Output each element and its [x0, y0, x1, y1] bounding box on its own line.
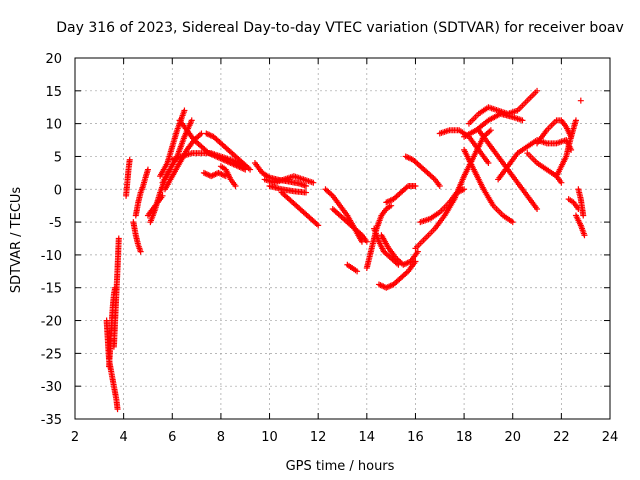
x-tick-label: 4: [119, 430, 127, 445]
series-arc-42: [572, 212, 588, 239]
series-arc-14: [203, 130, 254, 173]
y-tick-label: -15: [41, 282, 62, 297]
x-tick-label: 6: [168, 430, 176, 445]
data-point: [412, 182, 419, 189]
series-arc-36: [475, 127, 541, 212]
data-point: [114, 406, 121, 413]
data-point: [534, 87, 541, 94]
x-tick-label: 16: [407, 430, 424, 445]
data-point: [137, 248, 144, 255]
data-point: [115, 235, 122, 242]
data-point: [487, 127, 494, 134]
data-point: [315, 222, 322, 229]
series-arc-40: [553, 117, 579, 180]
data-point: [485, 160, 492, 167]
series-arc-31: [417, 186, 468, 226]
series-arc-05: [130, 219, 144, 255]
data-point: [436, 182, 443, 189]
data-point: [395, 261, 402, 268]
y-tick-label: 15: [45, 85, 62, 100]
series-arc-33: [461, 146, 516, 226]
chart-title: Day 316 of 2023, Sidereal Day-to-day VTE…: [56, 20, 624, 36]
data-point: [388, 202, 395, 209]
data-point: [144, 166, 151, 173]
data-point: [509, 219, 516, 226]
series-arc-18: [261, 173, 317, 186]
x-axis-label: GPS time / hours: [286, 459, 395, 474]
series-arc-43: [575, 186, 587, 219]
data-point: [247, 166, 254, 173]
series-arc-35: [461, 110, 526, 140]
x-tick-label: 20: [504, 430, 521, 445]
y-tick-label: -35: [41, 413, 62, 428]
series-arc-29: [402, 153, 443, 189]
data-points: [103, 87, 588, 413]
data-point: [414, 248, 421, 255]
data-point: [581, 232, 588, 239]
data-point: [303, 182, 310, 189]
series-arc-21: [322, 186, 365, 245]
series-arc-16: [217, 163, 239, 189]
series-arc-41: [565, 196, 582, 212]
data-point: [181, 107, 188, 114]
y-tick-label: 10: [45, 118, 62, 133]
series-arc-20: [278, 189, 322, 229]
series-arc-03: [110, 235, 122, 350]
data-point: [354, 268, 361, 275]
y-tick-label: -25: [41, 347, 62, 362]
data-point: [461, 186, 468, 193]
y-tick-label: 20: [45, 52, 62, 67]
series-arc-39: [524, 150, 565, 186]
plot-frame: [74, 57, 611, 420]
series-arc-28: [371, 225, 402, 268]
series-arc-23: [344, 261, 361, 275]
data-point: [519, 117, 526, 124]
y-tick-label: -10: [41, 249, 62, 264]
data-point: [558, 179, 565, 186]
series-arc-22: [329, 205, 370, 245]
series-arc-27: [378, 232, 421, 268]
data-point: [580, 212, 587, 219]
y-tick-label: -20: [41, 315, 62, 330]
series-arc-19: [266, 182, 310, 196]
data-point: [310, 179, 317, 186]
y-tick-label: -30: [41, 380, 62, 395]
series-arc-25: [383, 182, 419, 206]
x-tick-label: 14: [359, 430, 376, 445]
data-point: [534, 205, 541, 212]
data-point: [126, 156, 133, 163]
x-tick-label: 18: [456, 430, 473, 445]
series-arc-04: [123, 156, 133, 199]
series-arc-06: [132, 166, 151, 219]
y-tick-label: 5: [54, 150, 62, 165]
data-point: [303, 189, 310, 196]
data-point: [232, 182, 239, 189]
data-point: [572, 117, 579, 124]
series-arc-38: [534, 117, 575, 147]
x-tick-label: 10: [261, 430, 278, 445]
x-tick-label: 2: [71, 430, 79, 445]
series-arc-44: [577, 97, 584, 104]
series-arc-34: [465, 87, 541, 127]
x-tick-label: 8: [217, 430, 225, 445]
x-tick-label: 12: [310, 430, 327, 445]
series-arc-26: [375, 258, 419, 291]
y-tick-label: 0: [54, 183, 62, 198]
x-tick-label: 22: [553, 430, 570, 445]
data-point: [188, 117, 195, 124]
grid-lines: [75, 58, 610, 419]
y-axis-label: SDTVAR / TECUs: [9, 187, 24, 294]
x-tick-label: 24: [602, 430, 619, 445]
series-arc-17: [251, 160, 310, 189]
axis-ticks: 2 4 6 8 10 12 14 16 18 20 22 24-35-30-25-20-15-10-5…: [41, 52, 619, 445]
data-point: [363, 238, 370, 245]
y-tick-label: -5: [49, 216, 62, 231]
data-point: [577, 97, 584, 104]
